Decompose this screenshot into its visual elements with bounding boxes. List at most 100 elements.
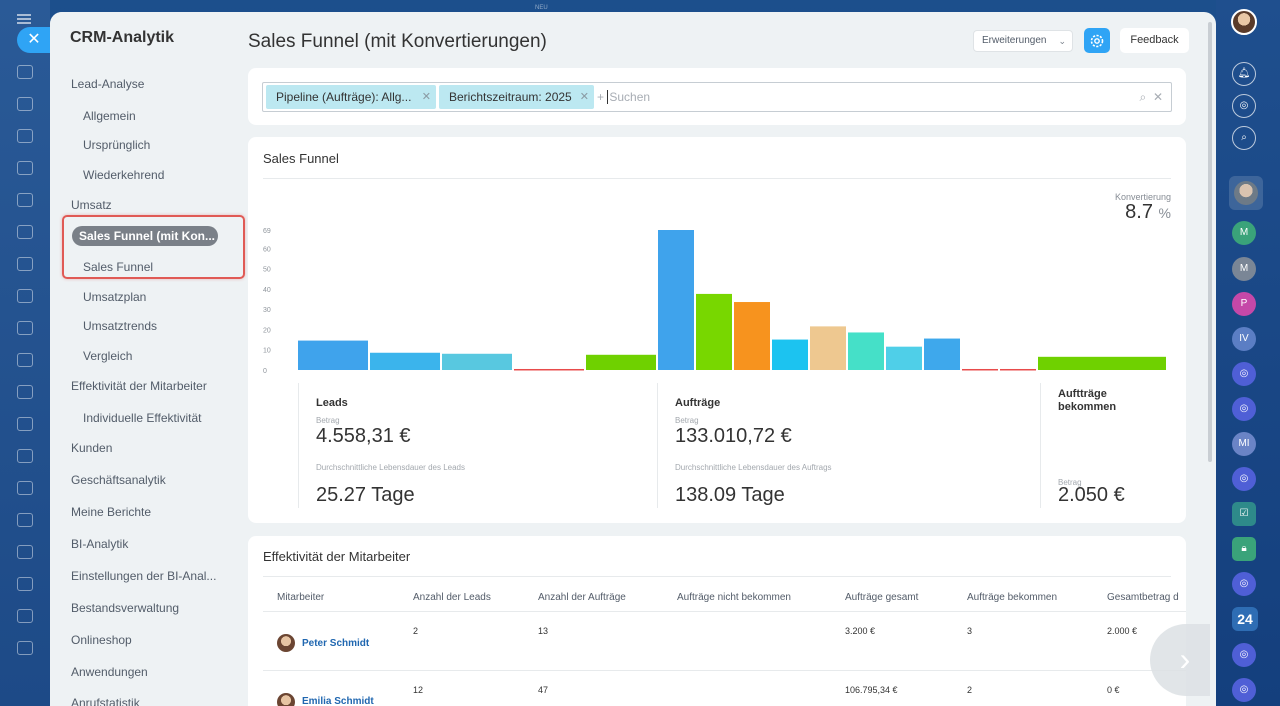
funnel-bar[interactable] (298, 340, 368, 370)
clear-icon[interactable]: ✕ (1152, 90, 1163, 104)
remove-chip-icon[interactable]: ✕ (421, 91, 431, 103)
extensions-dropdown[interactable]: Erweiterungen ⌄ (973, 30, 1073, 52)
column-header[interactable]: Aufträge nicht bekommen (677, 592, 791, 603)
chat-icon[interactable] (17, 545, 33, 559)
sidebar-item-allgemein[interactable]: Allgemein (83, 109, 136, 123)
channel-icon[interactable]: ◎ (1232, 678, 1256, 702)
channel-icon[interactable]: ◎ (1232, 643, 1256, 667)
checklist-icon[interactable] (17, 321, 33, 335)
add-filter-icon[interactable]: + (597, 90, 605, 104)
active-chat[interactable] (1229, 176, 1263, 210)
sidebar-item-kunden[interactable]: Kunden (71, 441, 113, 455)
contact-m-icon[interactable]: M (1232, 221, 1256, 245)
funnel-bar[interactable] (1038, 356, 1166, 370)
channel-icon[interactable]: ◎ (1232, 397, 1256, 421)
funnel-bar[interactable] (962, 368, 998, 371)
bell-icon[interactable]: 🔔︎ (1232, 62, 1256, 86)
sidebar-item-sales-funnel-konv[interactable]: Sales Funnel (mit Kon... (72, 226, 218, 246)
documents-icon[interactable] (17, 193, 33, 207)
team-icon[interactable] (17, 577, 33, 591)
automation-icon[interactable] (17, 449, 33, 463)
sidebar-item-bi-einstellungen[interactable]: Einstellungen der BI-Anal... (71, 569, 217, 583)
column-header[interactable]: Mitarbeiter (277, 592, 325, 603)
employee-link[interactable]: Emilia Schmidt (302, 696, 374, 706)
sidebar-item-onlineshop[interactable]: Onlineshop (71, 633, 132, 647)
channel-icon[interactable]: ◎ (1232, 362, 1256, 386)
filter-chip-pipeline[interactable]: Pipeline (Aufträge): Allg... ✕ (266, 85, 436, 109)
sidebar-item-urspruenglich[interactable]: Ursprünglich (83, 138, 151, 152)
funnel-bar[interactable] (514, 368, 584, 371)
sites-icon[interactable] (17, 257, 33, 271)
search-icon[interactable]: ⌕ (1139, 90, 1147, 104)
funnel-bar[interactable] (586, 354, 656, 370)
sign-icon[interactable] (17, 481, 33, 495)
sidebar-item-wiederkehrend[interactable]: Wiederkehrend (83, 168, 165, 182)
filter-chip-period[interactable]: Berichtszeitraum: 2025 ✕ (439, 85, 594, 109)
activity-icon[interactable]: ◎ (1232, 94, 1256, 118)
channel-icon[interactable]: ◎ (1232, 467, 1256, 491)
tasks-icon[interactable] (17, 97, 33, 111)
funnel-bar[interactable] (924, 338, 960, 370)
funnel-bar[interactable] (370, 352, 440, 370)
column-header[interactable]: Gesamtbetrag d (1107, 592, 1179, 603)
task-icon[interactable]: ☑ (1232, 502, 1256, 526)
filter-icon[interactable] (17, 417, 33, 431)
user-avatar[interactable] (1231, 9, 1257, 35)
search-input[interactable]: + Suchen (597, 83, 651, 111)
analytics-icon[interactable] (17, 353, 33, 367)
funnel-bar[interactable] (442, 353, 512, 370)
contact-mi-icon[interactable]: MI (1232, 432, 1256, 456)
menu-icon[interactable] (17, 14, 31, 16)
funnel-bar[interactable] (886, 346, 922, 370)
drive-icon[interactable] (17, 225, 33, 239)
sidebar-item-umsatztrends[interactable]: Umsatztrends (83, 319, 158, 333)
settings-button[interactable] (1084, 28, 1110, 53)
sidebar-item-vergleich[interactable]: Vergleich (83, 349, 133, 363)
sidebar-item-umsatz[interactable]: Umsatz (71, 198, 112, 212)
more-icon[interactable] (17, 641, 33, 655)
feedback-button[interactable]: Feedback (1120, 28, 1189, 53)
column-header[interactable]: Aufträge gesamt (845, 592, 919, 603)
sidebar-item-sales-funnel[interactable]: Sales Funnel (83, 260, 154, 274)
sidebar-item-bestandsverwaltung[interactable]: Bestandsverwaltung (71, 601, 180, 615)
funnel-bar[interactable] (848, 332, 884, 370)
column-header[interactable]: Anzahl der Leads (413, 592, 491, 603)
funnel-bar[interactable] (734, 302, 770, 370)
storage-icon[interactable] (17, 513, 33, 527)
feed-icon[interactable] (17, 129, 33, 143)
search-chat-icon[interactable]: ⌕ (1232, 126, 1256, 150)
calendar-icon[interactable] (17, 289, 33, 303)
scroll-right-button[interactable]: › (1150, 624, 1210, 696)
settings-icon[interactable] (17, 609, 33, 623)
column-header[interactable]: Aufträge bekommen (967, 592, 1058, 603)
sidebar-item-lead-analyse[interactable]: Lead-Analyse (71, 77, 145, 91)
contact-m2-icon[interactable]: M (1232, 257, 1256, 281)
funnel-bar[interactable] (658, 230, 694, 370)
remove-chip-icon[interactable]: ✕ (579, 91, 589, 103)
funnel-bar[interactable] (1000, 368, 1036, 371)
contacts-icon[interactable] (17, 161, 33, 175)
sidebar-item-geschaeftsanalytik[interactable]: Geschäftsanalytik (71, 473, 166, 487)
sidebar-item-meine-berichte[interactable]: Meine Berichte (71, 505, 152, 519)
sidebar-item-umsatzplan[interactable]: Umsatzplan (83, 290, 147, 304)
funnel-bar[interactable] (696, 293, 732, 370)
sidebar-item-individuelle-effektivitaet[interactable]: Individuelle Effektivität (83, 411, 202, 425)
funnel-bar[interactable] (810, 326, 846, 370)
filter-search-field[interactable]: Pipeline (Aufträge): Allg... ✕ Berichtsz… (262, 82, 1172, 112)
sidebar-item-anrufstatistik[interactable]: Anrufstatistik (71, 696, 140, 706)
close-slider-button[interactable]: ✕ (17, 27, 51, 53)
home-icon[interactable] (17, 65, 33, 79)
lock-icon[interactable]: 🔒︎ (1232, 537, 1256, 561)
bitrix24-badge[interactable]: 24 (1232, 607, 1258, 631)
column-header[interactable]: Anzahl der Aufträge (538, 592, 626, 603)
sidebar-item-effektivitaet[interactable]: Effektivität der Mitarbeiter (71, 379, 207, 393)
shop-icon[interactable] (17, 385, 33, 399)
funnel-bar[interactable] (772, 339, 808, 370)
sidebar-item-anwendungen[interactable]: Anwendungen (71, 665, 148, 679)
contact-iv-icon[interactable]: IV (1232, 327, 1256, 351)
contact-p-icon[interactable]: P (1232, 292, 1256, 316)
scrollbar[interactable] (1208, 22, 1212, 462)
channel-icon[interactable]: ◎ (1232, 572, 1256, 596)
employee-link[interactable]: Peter Schmidt (302, 638, 370, 649)
sidebar-item-bi-analytik[interactable]: BI-Analytik (71, 537, 129, 551)
